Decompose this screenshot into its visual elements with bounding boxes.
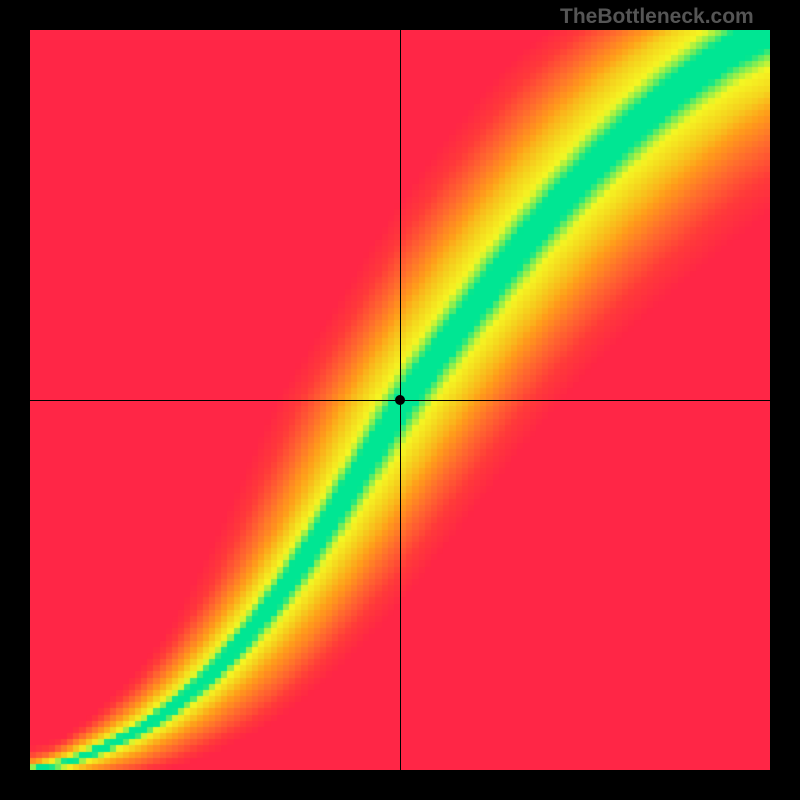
crosshair-marker xyxy=(395,395,405,405)
frame-left xyxy=(0,0,30,800)
watermark-text: TheBottleneck.com xyxy=(560,5,754,29)
frame-right xyxy=(770,0,800,800)
heatmap-plot xyxy=(30,30,770,770)
frame-bottom xyxy=(0,770,800,800)
